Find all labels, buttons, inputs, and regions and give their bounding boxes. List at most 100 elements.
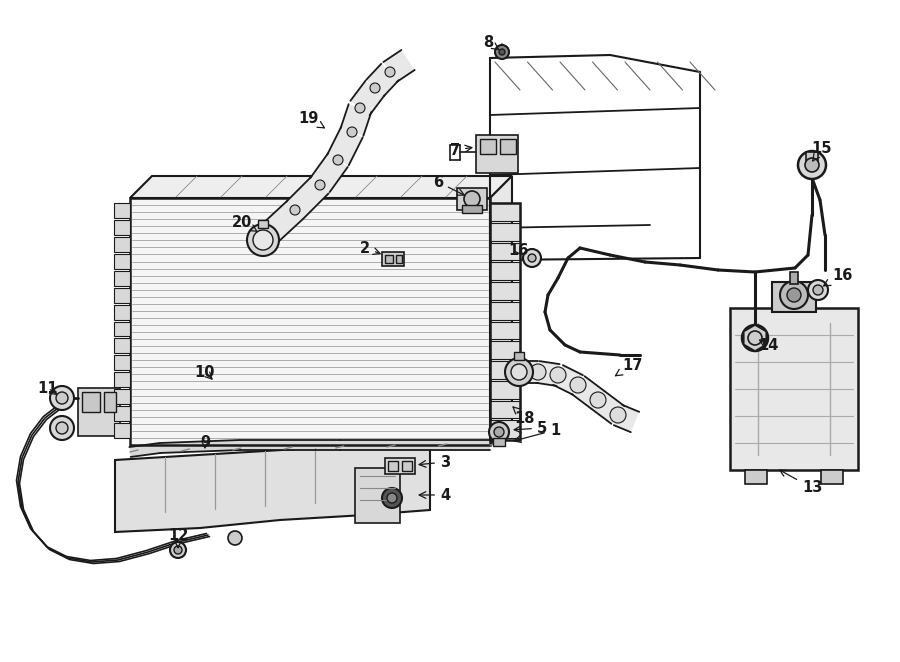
Circle shape xyxy=(347,127,357,137)
Circle shape xyxy=(528,254,536,262)
Circle shape xyxy=(530,364,546,380)
Polygon shape xyxy=(130,443,161,457)
Bar xyxy=(114,254,130,269)
Bar xyxy=(382,252,404,266)
Polygon shape xyxy=(366,64,399,96)
Bar xyxy=(114,322,130,336)
Bar xyxy=(114,406,130,421)
Bar xyxy=(114,271,130,285)
Text: 7: 7 xyxy=(450,142,472,158)
Polygon shape xyxy=(340,440,490,450)
Circle shape xyxy=(228,531,242,545)
Circle shape xyxy=(570,377,586,393)
Polygon shape xyxy=(130,198,490,445)
Text: 2: 2 xyxy=(360,240,380,256)
Circle shape xyxy=(808,280,828,300)
Bar xyxy=(114,355,130,370)
Bar xyxy=(490,242,520,260)
Polygon shape xyxy=(160,440,240,453)
Text: 16: 16 xyxy=(508,242,528,258)
Bar xyxy=(462,205,482,213)
Bar xyxy=(114,203,130,218)
Bar xyxy=(385,255,393,263)
Bar xyxy=(114,372,130,387)
Polygon shape xyxy=(536,361,560,386)
Circle shape xyxy=(494,427,504,437)
Circle shape xyxy=(382,488,402,508)
Polygon shape xyxy=(286,177,328,218)
Bar xyxy=(490,203,520,440)
Circle shape xyxy=(464,191,480,207)
Bar xyxy=(114,423,130,438)
Polygon shape xyxy=(310,153,347,192)
Bar xyxy=(490,361,520,379)
Bar xyxy=(114,305,130,320)
Polygon shape xyxy=(328,126,363,166)
Circle shape xyxy=(315,180,325,190)
Text: 20: 20 xyxy=(232,214,257,232)
Bar xyxy=(114,237,130,252)
Circle shape xyxy=(499,49,505,55)
Circle shape xyxy=(290,205,300,215)
Circle shape xyxy=(813,285,823,295)
Circle shape xyxy=(523,249,541,267)
Bar xyxy=(388,461,398,471)
Bar xyxy=(490,203,520,220)
Bar xyxy=(385,458,415,474)
Bar xyxy=(258,220,268,228)
Text: 10: 10 xyxy=(194,365,215,379)
Bar xyxy=(104,392,116,412)
Bar xyxy=(402,461,412,471)
Text: 3: 3 xyxy=(419,455,450,469)
Circle shape xyxy=(550,367,566,383)
Bar xyxy=(806,152,818,166)
Bar xyxy=(493,438,505,446)
Circle shape xyxy=(787,288,801,302)
Text: 16: 16 xyxy=(824,267,852,286)
Polygon shape xyxy=(383,50,415,82)
Text: 11: 11 xyxy=(38,381,58,395)
Bar xyxy=(490,282,520,300)
Polygon shape xyxy=(743,325,766,351)
Polygon shape xyxy=(614,405,639,432)
Circle shape xyxy=(610,407,626,423)
Bar xyxy=(480,139,496,154)
Circle shape xyxy=(56,392,68,404)
Circle shape xyxy=(798,151,826,179)
Bar xyxy=(490,322,520,339)
Polygon shape xyxy=(554,365,583,395)
Circle shape xyxy=(174,546,182,554)
Text: 9: 9 xyxy=(200,434,210,449)
Text: 19: 19 xyxy=(298,111,324,128)
Polygon shape xyxy=(130,176,512,198)
Circle shape xyxy=(805,158,819,172)
Bar xyxy=(514,352,524,360)
Circle shape xyxy=(333,155,343,165)
Bar xyxy=(355,468,400,523)
Circle shape xyxy=(50,386,74,410)
Polygon shape xyxy=(490,176,512,445)
Bar xyxy=(114,389,130,404)
Bar xyxy=(500,139,516,154)
Circle shape xyxy=(748,331,762,345)
Circle shape xyxy=(253,230,273,250)
Circle shape xyxy=(495,45,509,59)
Bar xyxy=(730,308,858,470)
Circle shape xyxy=(590,392,606,408)
Circle shape xyxy=(742,325,768,351)
Bar xyxy=(114,288,130,303)
Bar xyxy=(490,420,520,438)
Bar xyxy=(82,392,100,412)
Bar xyxy=(490,341,520,359)
Circle shape xyxy=(489,422,509,442)
Polygon shape xyxy=(572,376,605,409)
Bar xyxy=(490,401,520,418)
Bar xyxy=(490,222,520,240)
Circle shape xyxy=(387,493,397,503)
Circle shape xyxy=(170,542,186,558)
Bar xyxy=(490,381,520,399)
Bar xyxy=(78,388,120,436)
Text: 15: 15 xyxy=(812,140,833,161)
Circle shape xyxy=(370,83,380,93)
Text: 18: 18 xyxy=(513,407,536,426)
